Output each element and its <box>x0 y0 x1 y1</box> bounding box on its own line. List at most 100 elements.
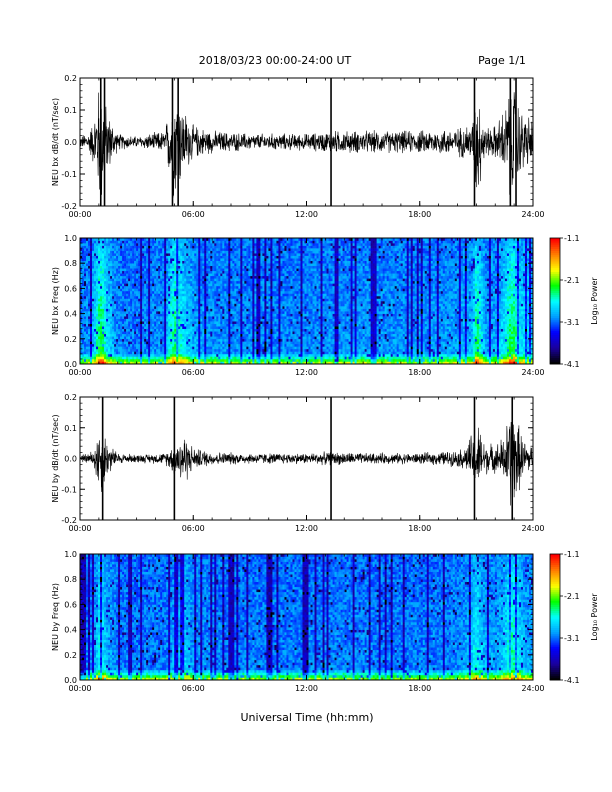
spectrogram-cell <box>108 361 111 365</box>
spectrogram-cell <box>214 293 217 297</box>
spectrogram-cell <box>176 278 179 282</box>
spectrogram-cell <box>156 336 159 340</box>
spectrogram-cell <box>150 333 153 337</box>
spectrogram-cell <box>266 298 269 302</box>
spectrogram-cell <box>178 336 181 340</box>
spectrogram-cell <box>152 308 155 312</box>
spectrogram-cell <box>108 316 111 319</box>
spectrogram-cell <box>130 273 133 277</box>
spectrogram-cell <box>258 303 261 307</box>
spectrogram-cell <box>166 283 169 287</box>
spectrogram-cell <box>206 316 209 319</box>
spectrogram-cell <box>212 323 215 327</box>
spectrogram-cell <box>184 321 187 324</box>
spectrogram-cell <box>200 280 203 284</box>
spectrogram-cell <box>132 306 135 309</box>
spectrogram-cell <box>206 265 209 269</box>
spectrogram-cell <box>264 353 267 357</box>
spectrogram-cell <box>264 323 267 327</box>
spectrogram-cell <box>126 333 129 337</box>
spectrogram-cell <box>128 308 131 312</box>
spectrogram-cell <box>144 303 147 307</box>
spectrogram-cell <box>158 328 161 332</box>
spectrogram-cell <box>244 321 247 324</box>
spectrogram-cell <box>162 240 165 244</box>
spectrogram-cell <box>124 306 127 309</box>
spectrogram-cell <box>164 316 167 319</box>
spectrogram-cell <box>236 283 239 287</box>
spectrogram-cell <box>104 250 107 254</box>
spectrogram-cell <box>210 303 213 307</box>
spectrogram-cell <box>184 353 187 357</box>
spectrogram-cell <box>94 268 97 272</box>
spectrogram-cell <box>180 338 183 342</box>
spectrogram-cell <box>166 311 169 314</box>
spectrogram-cell <box>104 268 107 272</box>
spectrogram-cell <box>240 298 243 302</box>
spectrogram-cell <box>186 285 189 289</box>
spectrogram-cell <box>198 288 201 292</box>
spectrogram-cell <box>92 275 95 279</box>
spectrogram-cell <box>252 240 255 244</box>
spectrogram-cell <box>136 303 139 307</box>
spectrogram-cell <box>186 353 189 357</box>
spectrogram-cell <box>248 311 251 314</box>
spectrogram-cell <box>226 260 229 264</box>
spectrogram-cell <box>106 321 109 324</box>
spectrogram-cell <box>222 293 225 297</box>
spectrogram-cell <box>268 326 271 330</box>
spectrogram-cell <box>238 238 241 241</box>
spectrogram-cell <box>104 275 107 279</box>
spectrogram-cell <box>260 278 263 282</box>
spectrogram-cell <box>88 301 91 304</box>
spectrogram-cell <box>174 248 177 251</box>
spectrogram-cell <box>198 278 201 282</box>
spectrogram-cell <box>178 295 181 299</box>
spectrogram-cell <box>254 243 257 246</box>
spectrogram-cell <box>80 326 83 330</box>
spectrogram-cell <box>80 248 83 251</box>
spectrogram-cell <box>258 268 261 272</box>
spectrogram-cell <box>82 333 85 337</box>
spectrogram-cell <box>254 313 257 317</box>
spectrogram-cell <box>244 348 247 352</box>
spectrogram-cell <box>96 245 99 249</box>
spectrogram-cell <box>264 260 267 264</box>
spectrogram-cell <box>230 245 233 249</box>
spectrogram-cell <box>258 250 261 254</box>
spectrogram-cell <box>212 258 215 261</box>
spectrogram-cell <box>238 346 241 350</box>
spectrogram-cell <box>82 358 85 362</box>
spectrogram-cell <box>128 328 131 332</box>
spectrogram-cell <box>222 301 225 304</box>
spectrogram-cell <box>222 238 225 241</box>
spectrogram-cell <box>160 268 163 272</box>
spectrogram-cell <box>190 321 193 324</box>
spectrogram-cell <box>110 303 113 307</box>
spectrogram-cell <box>254 351 257 355</box>
spectrogram-cell <box>146 283 149 287</box>
spectrogram-cell <box>144 285 147 289</box>
spectrogram-cell <box>244 278 247 282</box>
spectrogram-cell <box>102 328 105 332</box>
spectrogram-cell <box>200 316 203 319</box>
spectrogram-cell <box>192 280 195 284</box>
spectrogram-cell <box>168 260 171 264</box>
spectrogram-cell <box>182 238 185 241</box>
spectrogram-cell <box>188 326 191 330</box>
spectrogram-cell <box>124 265 127 269</box>
spectrogram-cell <box>270 258 273 261</box>
spectrogram-cell <box>232 313 235 317</box>
spectrogram-cell <box>102 346 105 350</box>
spectrogram-cell <box>270 351 273 355</box>
spectrogram-cell <box>104 356 107 360</box>
spectrogram-cell <box>114 285 117 289</box>
spectrogram-cell <box>114 245 117 249</box>
spectrogram-cell <box>174 288 177 292</box>
spectrogram-cell <box>114 343 117 347</box>
spectrogram-cell <box>174 351 177 355</box>
spectrogram-cell <box>116 348 119 352</box>
spectrogram-cell <box>260 338 263 342</box>
spectrogram-cell <box>208 285 211 289</box>
spectrogram-cell <box>216 288 219 292</box>
